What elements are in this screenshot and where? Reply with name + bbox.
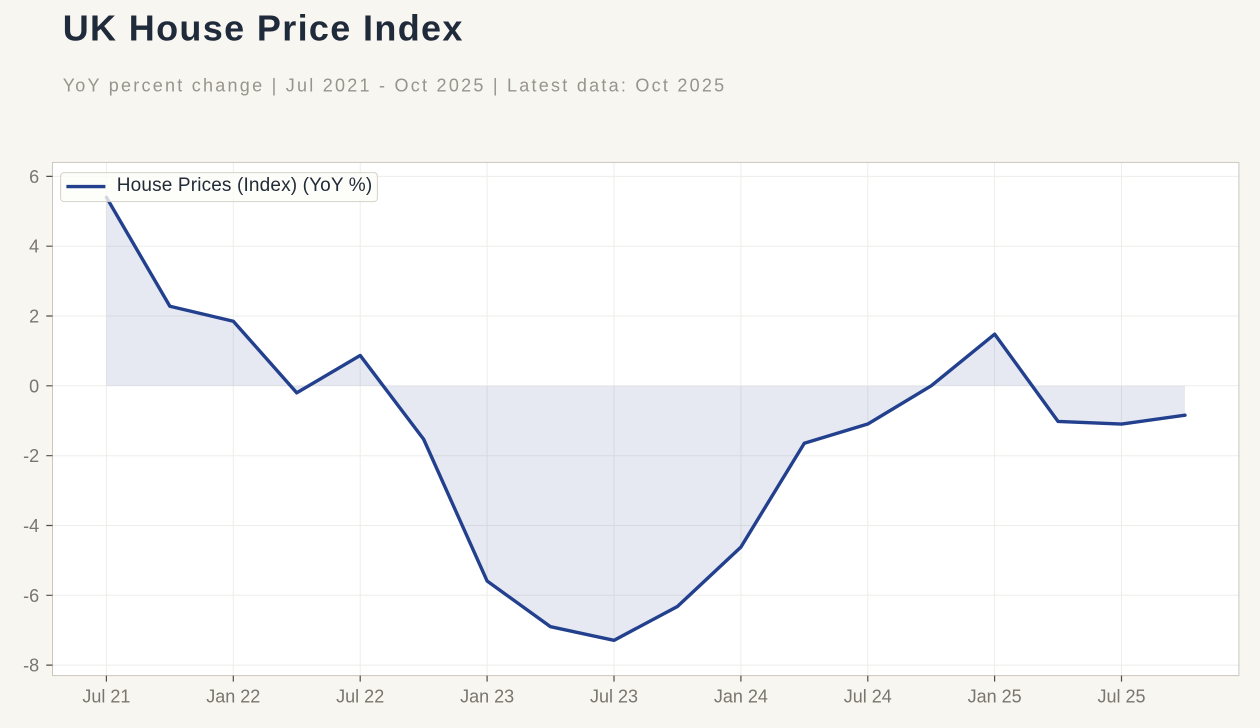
svg-text:Jul 23: Jul 23 — [590, 687, 638, 707]
svg-text:Jul 22: Jul 22 — [336, 687, 384, 707]
svg-text:-2: -2 — [23, 446, 39, 466]
svg-text:Jan 25: Jan 25 — [968, 687, 1022, 707]
svg-text:Jan 23: Jan 23 — [460, 687, 514, 707]
svg-text:UK House Price Index: UK House Price Index — [63, 8, 464, 49]
svg-text:2: 2 — [29, 307, 39, 327]
svg-text:Jul 25: Jul 25 — [1097, 687, 1145, 707]
svg-text:-8: -8 — [23, 656, 39, 676]
svg-text:-4: -4 — [23, 516, 39, 536]
svg-text:-6: -6 — [23, 586, 39, 606]
svg-text:4: 4 — [29, 237, 39, 257]
svg-text:YoY percent change | Jul 2021: YoY percent change | Jul 2021 - Oct 2025… — [63, 76, 727, 96]
svg-text:0: 0 — [29, 376, 39, 396]
svg-text:House Prices (Index) (YoY %): House Prices (Index) (YoY %) — [117, 175, 373, 196]
svg-text:6: 6 — [29, 167, 39, 187]
svg-text:Jan 22: Jan 22 — [206, 687, 260, 707]
svg-text:Jan 24: Jan 24 — [714, 687, 768, 707]
svg-text:Jul 21: Jul 21 — [82, 687, 130, 707]
svg-text:Jul 24: Jul 24 — [844, 687, 892, 707]
